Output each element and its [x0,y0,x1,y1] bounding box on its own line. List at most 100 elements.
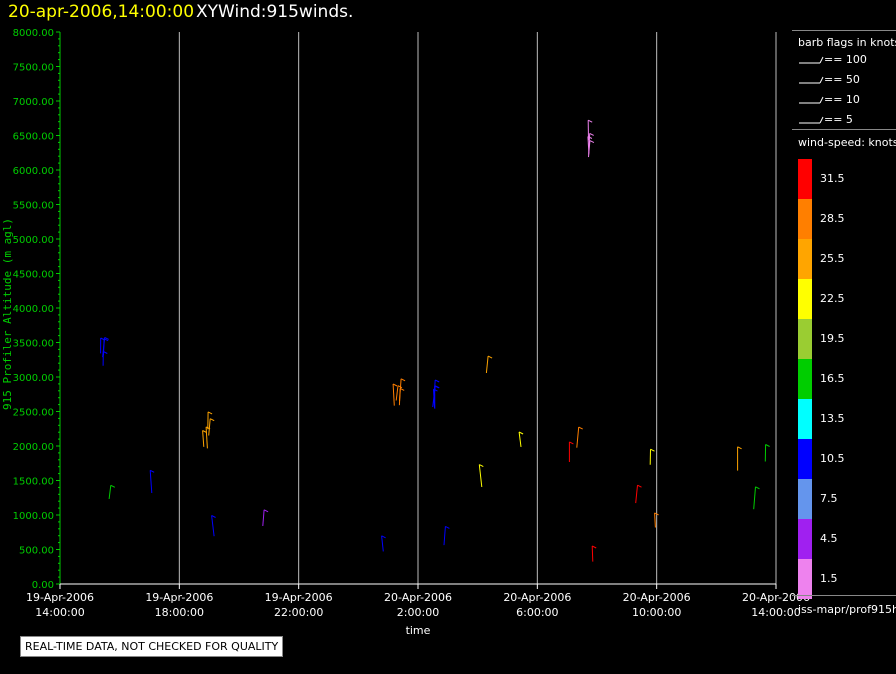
colorbar-swatch [798,239,812,279]
x-tick-date: 20-Apr-2006 [384,591,452,604]
x-tick-date: 19-Apr-2006 [265,591,333,604]
wind-barb-flag [589,140,595,144]
wind-barb [108,485,112,499]
wind-barb-flag [263,509,269,513]
x-tick-time: 2:00:00 [397,606,439,619]
x-tick-date: 20-Apr-2006 [503,591,571,604]
wind-barb-flag [207,411,213,415]
colorbar-label: 31.5 [820,172,845,185]
wind-barb-flag [397,385,403,389]
y-tick-label: 500.00 [19,546,54,557]
y-tick-label: 4000.00 [13,304,54,315]
colorbar-swatch [798,199,812,239]
wind-barb [576,427,580,448]
wind-barb-flag [479,464,484,468]
barb-legend-title: barb flags in knots [798,36,896,49]
wind-barbs [100,119,770,562]
wind-barb-flag [637,484,642,488]
colorbar-label: 13.5 [820,412,845,425]
x-tick-time: 6:00:00 [516,606,558,619]
wind-barb-flag [202,430,207,433]
y-tick-label: 5000.00 [13,235,54,246]
x-tick-date: 19-Apr-2006 [145,591,213,604]
legend-divider [792,30,896,31]
data-source-label: iss-mapr/prof915h [798,603,896,616]
y-tick-label: 1500.00 [13,477,54,488]
wind-barb [202,430,205,447]
barb-legend-label: == 50 [824,73,860,86]
wind-barb-flag [569,441,574,445]
wind-barb [654,512,656,528]
y-tick-label: 2000.00 [13,442,54,453]
axes: 8000.00 7500.00 7000.00 6500.00 6000.00 5500.… [13,28,810,619]
wind-barb [518,431,522,447]
legend-divider [792,129,896,130]
wind-barb-flag [650,448,655,452]
wind-barb-flag [518,431,524,435]
colorbar-swatch [798,519,812,559]
colorbar-label: 4.5 [820,532,838,545]
colorbar-label: 19.5 [820,332,845,345]
y-axis-label: 915 Profiler Altitude (m agl) [1,218,14,410]
wind-barb [149,470,153,494]
x-tick-time: 22:00:00 [274,606,323,619]
wind-barb [262,509,265,527]
colorbar-swatch [798,279,812,319]
y-tick-label: 4500.00 [13,270,54,281]
wind-barb-flag [392,383,398,387]
y-tick-label: 6500.00 [13,132,54,143]
wind-barb-flag [211,515,216,518]
wind-barb [753,486,756,510]
barb-legend-label: == 100 [824,53,867,66]
y-tick-label: 6000.00 [13,166,54,177]
wind-barb [591,545,594,562]
y-tick-label: 3000.00 [13,373,54,384]
x-tick-date: 20-Apr-2006 [623,591,691,604]
wind-barb-flag [587,119,593,123]
wind-barb-flag [578,426,583,430]
wind-barb-flag [381,535,386,539]
wind-barb-flag [433,388,438,392]
colorbar-label: 16.5 [820,372,845,385]
wind-barb [398,388,401,406]
wind-barb-flag [110,484,116,488]
wind-barb-flag [654,512,659,516]
colorbar-swatch [798,439,812,479]
barb-legend-label: == 5 [824,113,853,126]
wind-barb [205,426,208,449]
wind-barb [395,385,399,401]
wind-barb-flag [435,385,440,389]
colorbar-swatch [798,559,812,599]
quality-warning: REAL-TIME DATA, NOT CHECKED FOR QUALITY [20,636,284,657]
wind-barb [588,133,591,155]
colorbar-label: 28.5 [820,212,845,225]
y-tick-label: 3500.00 [13,339,54,350]
wind-barb [478,464,483,488]
colorbar-label: 25.5 [820,252,845,265]
colorbar-label: 10.5 [820,452,845,465]
legend-divider [792,595,896,596]
wind-barb-flag [103,351,108,354]
wind-barb [635,485,638,504]
wind-barb-flag [589,132,594,136]
wind-barb-flag [445,525,450,529]
colorbar-swatch [798,399,812,439]
wind-speed-colorbar [798,159,812,599]
wind-barb-flag [209,418,215,422]
y-tick-label: 5500.00 [13,201,54,212]
wind-barb-flag [755,486,760,490]
colorbar-swatch [798,359,812,399]
wind-barb-flag [400,378,406,382]
barb-symbol-icon [799,116,824,124]
wind-barb-flag [434,379,440,383]
wind-barb-flag [591,545,597,549]
x-tick-time: 14:00:00 [35,606,84,619]
colorbar-label: 22.5 [820,292,845,305]
x-tick-time: 10:00:00 [632,606,681,619]
barb-symbol-icon [799,96,824,104]
y-tick-label: 8000.00 [13,28,54,39]
wind-barb [208,418,211,436]
wind-barb [381,535,384,552]
barb-legend-label: == 10 [824,93,860,106]
